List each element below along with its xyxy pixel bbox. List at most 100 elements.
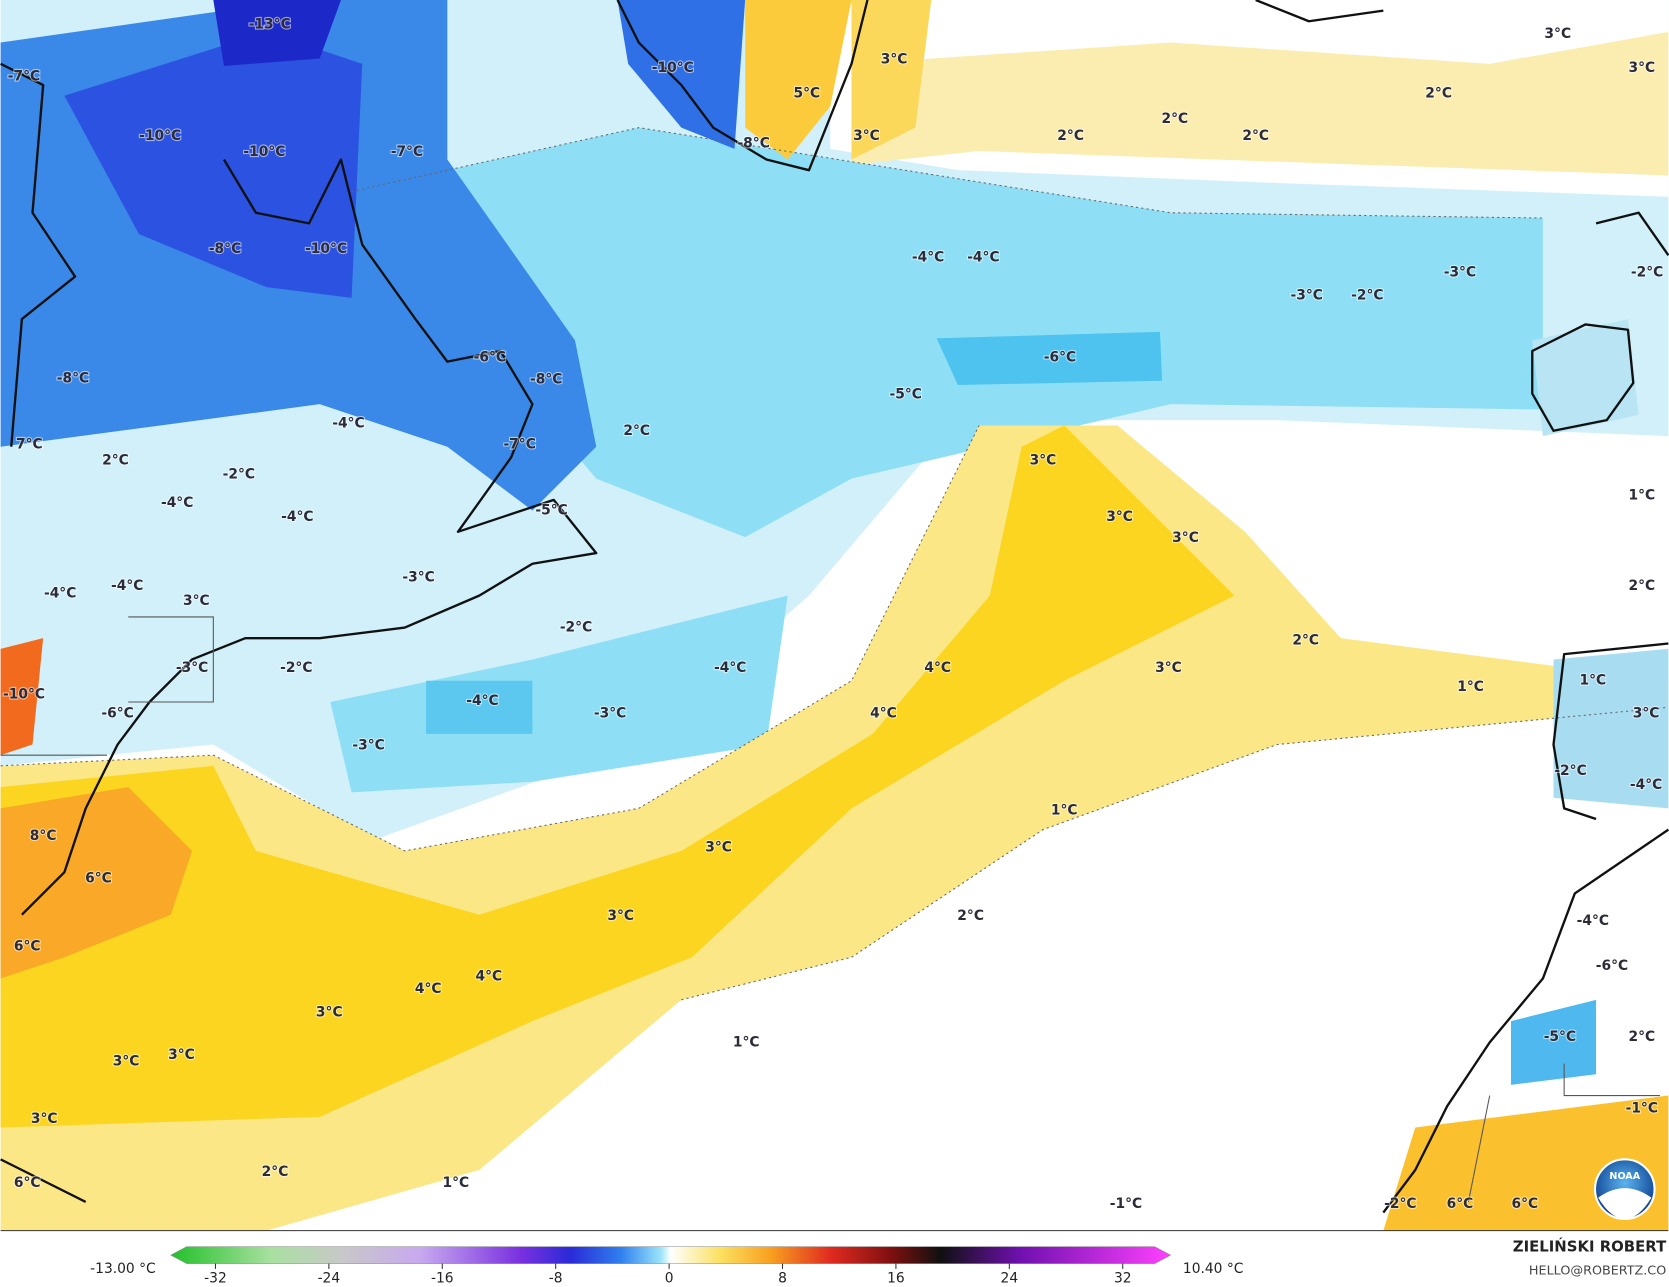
cold-area (64, 31, 363, 298)
temperature-label: -3°C (352, 738, 384, 754)
temperature-label: -10°C (3, 687, 45, 703)
colorbar-tick-label: -16 (431, 1270, 454, 1286)
temperature-label: 3°C (183, 593, 210, 609)
coastline (1382, 642, 1669, 1214)
cold-area (936, 331, 1163, 386)
temperature-label: -4°C (714, 660, 746, 676)
temperature-label: 4°C (415, 981, 442, 997)
temperature-label: -5°C (890, 387, 922, 403)
temperature-label: 1°C (1457, 679, 1484, 695)
temperature-label: -2°C (1554, 763, 1586, 779)
temperature-label: 4°C (924, 660, 951, 676)
border (0, 616, 1660, 1203)
temperature-label: 3°C (1172, 530, 1199, 546)
colorbar-min: -13.00 °C (90, 1261, 155, 1277)
warm-area (851, 31, 1669, 176)
temperature-label: -7°C (8, 69, 40, 85)
cold-area (426, 680, 533, 734)
warm-area (851, 0, 932, 160)
temperature-label: -1°C (1110, 1196, 1142, 1212)
temperature-label: -2°C (560, 620, 592, 636)
temperature-label: 3°C (168, 1047, 195, 1063)
temperature-label: -6°C (1044, 349, 1076, 365)
contour (0, 425, 980, 852)
temperature-label: 6°C (85, 871, 112, 887)
temperature-label: 2°C (1628, 1029, 1655, 1045)
temperature-label: -7°C (503, 437, 535, 453)
temperature-label: 1°C (443, 1175, 470, 1191)
warm-area (0, 425, 1235, 1128)
temperature-label: -4°C (332, 415, 364, 431)
temperature-label: -8°C (209, 241, 241, 257)
coastline (0, 62, 598, 916)
temperature-label: -5°C (1544, 1029, 1576, 1045)
colorbar-tick-label: 24 (1001, 1270, 1019, 1286)
temperature-label: 7°C (16, 437, 43, 453)
temperature-label: -4°C (161, 495, 193, 511)
temperature-label: 6°C (14, 1175, 41, 1191)
temperature-label: 1°C (1051, 802, 1078, 818)
temperature-label: 2°C (102, 453, 129, 469)
temperature-label: 2°C (957, 908, 984, 924)
temperature-label: -6°C (101, 706, 133, 722)
temperature-label: -2°C (280, 660, 312, 676)
cold-area (1510, 999, 1597, 1085)
temperature-label: 4°C (475, 968, 502, 984)
temperature-label: -7°C (391, 144, 423, 160)
temperature-label: 3°C (1106, 509, 1133, 525)
temperature-label: 6°C (14, 939, 41, 955)
temperature-label: 2°C (1628, 578, 1655, 594)
coastline (616, 0, 869, 172)
cold-area (351, 127, 1543, 538)
cold-area (213, 0, 341, 66)
temperature-label: -3°C (402, 570, 434, 586)
temperature-label: 3°C (316, 1005, 343, 1021)
colorbar-ticks: -32 -24 -16 -8 0 8 16 24 32 (204, 1263, 1132, 1286)
temperature-label: 1°C (1580, 673, 1607, 689)
coastline (1531, 211, 1669, 432)
temperature-label: 3°C (1155, 660, 1182, 676)
temperature-label: 2°C (1425, 86, 1452, 102)
temperature-label: 3°C (705, 840, 732, 856)
temperature-label: -4°C (466, 693, 498, 709)
temperature-label: -4°C (912, 249, 944, 265)
temperature-label: 2°C (1162, 111, 1189, 127)
cold-area (617, 0, 746, 149)
temperature-label: 3°C (881, 52, 908, 68)
temperature-label: -4°C (281, 509, 313, 525)
temperature-label: 6°C (1447, 1196, 1474, 1212)
temperature-label: 2°C (1242, 128, 1269, 144)
temperature-label: -2°C (1384, 1196, 1416, 1212)
temperature-label: -8°C (737, 136, 769, 152)
temperature-label: -4°C (44, 586, 76, 602)
author: ZIELIŃSKI ROBERT (1513, 1238, 1667, 1256)
colorbar-tick-label: 0 (665, 1270, 674, 1286)
temperature-label: -2°C (1351, 288, 1383, 304)
temperature-label: -2°C (223, 466, 255, 482)
temperature-label: -3°C (1291, 288, 1323, 304)
temperature-label: -6°C (1596, 958, 1628, 974)
colorbar-tick-label: -32 (204, 1270, 227, 1286)
temperature-label: 3°C (853, 128, 880, 144)
cold-area (330, 595, 788, 793)
temperature-label: -6°C (474, 349, 506, 365)
map (0, 0, 1669, 1231)
warm-area (0, 638, 44, 756)
temperature-label: 3°C (607, 908, 634, 924)
temperature-label: 2°C (262, 1164, 289, 1180)
temperature-label: -3°C (1444, 264, 1476, 280)
temperature-label: -4°C (967, 249, 999, 265)
colorbar-max: 10.40 °C (1183, 1261, 1243, 1277)
colorbar-tick-label: 8 (778, 1270, 787, 1286)
temperature-label: 1°C (1628, 488, 1655, 504)
temperature-label: -3°C (176, 660, 208, 676)
temperature-label: -1°C (1626, 1100, 1658, 1116)
temperature-label: 2°C (1057, 128, 1084, 144)
colorbar-tick-label: -8 (549, 1270, 563, 1286)
temperature-label: -3°C (594, 706, 626, 722)
temperature-label: 3°C (1030, 453, 1057, 469)
colorbar-tick-label: 32 (1114, 1270, 1132, 1286)
temperature-label: -10°C (652, 60, 694, 76)
temperature-label: 4°C (870, 706, 897, 722)
